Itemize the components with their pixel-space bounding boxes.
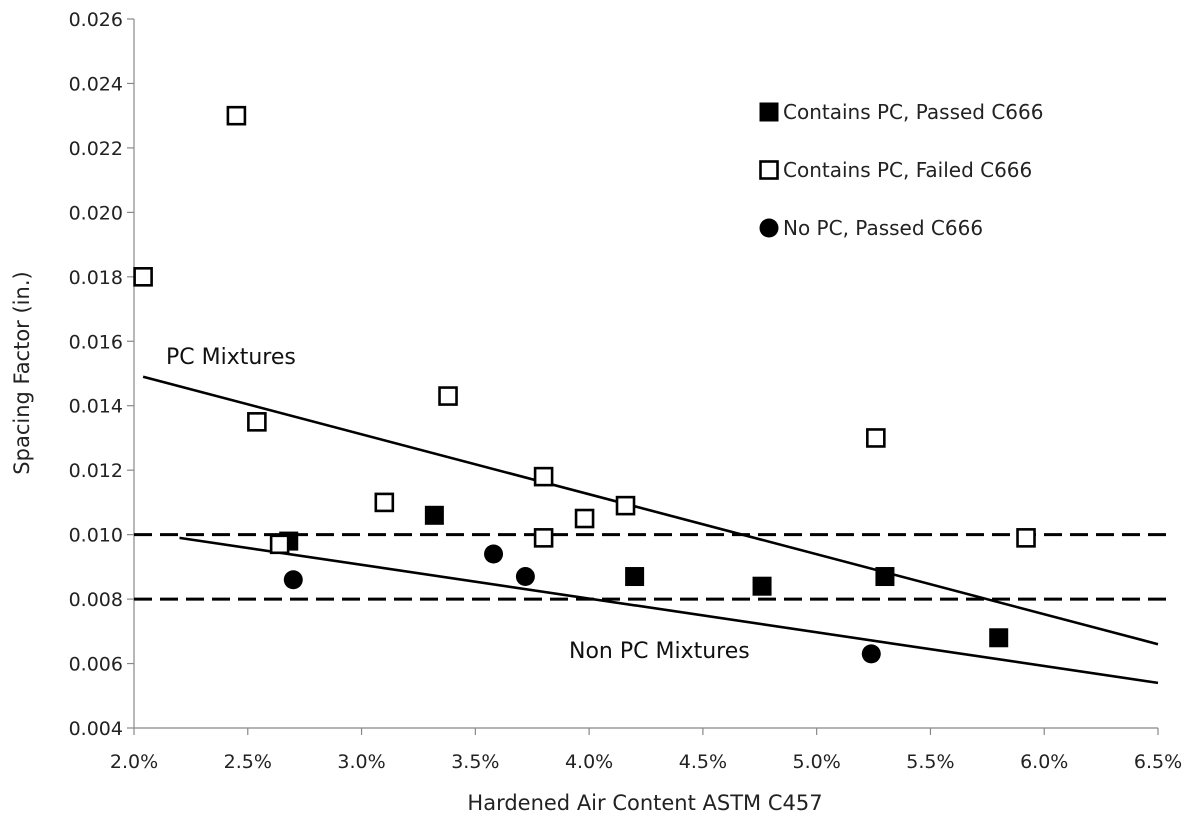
- open-square-marker: [438, 386, 458, 406]
- y-tick-label: 0.016: [69, 331, 123, 353]
- filled-square-marker: [424, 505, 444, 525]
- trendline: [179, 536, 1159, 685]
- y-tick-label: 0.022: [69, 138, 123, 160]
- legend-label: Contains PC, Passed C666: [783, 100, 1043, 124]
- x-tick-label: 6.0%: [1020, 751, 1068, 773]
- trendline: [142, 375, 1159, 646]
- y-tick-label: 0.024: [69, 73, 123, 95]
- open-square-marker: [1016, 528, 1036, 548]
- x-tick-label: 3.5%: [451, 751, 499, 773]
- annotation-pc-mixtures: PC Mixtures: [166, 345, 296, 370]
- x-tick-label: 2.0%: [110, 751, 158, 773]
- y-axis-title: Spacing Factor (in.): [10, 271, 34, 474]
- open-square-marker: [226, 105, 247, 126]
- y-tick-label: 0.004: [69, 718, 123, 740]
- y-tick-label: 0.020: [69, 202, 123, 224]
- open-square-marker: [574, 508, 595, 529]
- axes: 0.004 0.006 0.008 0.010 0.012 0.014 0.016 0.018…: [69, 9, 1183, 773]
- y-tick-label: 0.010: [69, 525, 123, 547]
- open-square-marker: [759, 160, 779, 180]
- open-square-marker: [866, 428, 886, 448]
- legend-label: No PC, Passed C666: [783, 216, 983, 240]
- filled-circle-marker: [283, 570, 303, 590]
- filled-circle-marker: [861, 644, 881, 664]
- y-tick-label: 0.012: [69, 460, 123, 482]
- filled-square-marker: [625, 567, 645, 587]
- legend: Contains PC, Passed C666 Contains PC, Fai…: [759, 100, 1043, 240]
- filled-square-marker: [989, 628, 1009, 648]
- open-square-marker: [269, 534, 290, 555]
- filled-circle-marker: [515, 567, 535, 587]
- y-tick-label: 0.008: [69, 589, 123, 611]
- data-markers: [133, 105, 1036, 664]
- trend-lines: [142, 375, 1159, 685]
- x-tick-label: 6.5%: [1134, 751, 1182, 773]
- open-square-marker: [374, 492, 395, 513]
- x-tick-label: 5.0%: [793, 751, 841, 773]
- filled-square-marker: [875, 567, 895, 587]
- open-square-marker: [133, 267, 153, 287]
- open-square-marker: [615, 495, 636, 516]
- x-tick-label: 2.5%: [224, 751, 272, 773]
- filled-circle-marker: [759, 218, 779, 238]
- x-axis-title: Hardened Air Content ASTM C457: [467, 791, 822, 815]
- filled-circle-marker: [484, 544, 504, 564]
- open-square-marker: [533, 528, 554, 548]
- x-tick-label: 4.5%: [679, 751, 727, 773]
- filled-square-marker: [752, 576, 772, 596]
- y-tick-label: 0.026: [69, 9, 123, 31]
- filled-square-marker: [759, 102, 779, 122]
- reference-lines: [134, 533, 1170, 601]
- y-tick-label: 0.018: [69, 267, 123, 289]
- y-tick-label: 0.006: [69, 654, 123, 676]
- open-square-marker: [533, 466, 554, 487]
- annotation-non-pc-mixtures: Non PC Mixtures: [569, 639, 750, 664]
- x-tick-label: 4.0%: [565, 751, 613, 773]
- open-square-marker: [247, 412, 267, 432]
- x-tick-label: 3.0%: [337, 751, 385, 773]
- y-tick-label: 0.014: [69, 396, 123, 418]
- x-tick-label: 5.5%: [906, 751, 954, 773]
- legend-label: Contains PC, Failed C666: [783, 158, 1032, 182]
